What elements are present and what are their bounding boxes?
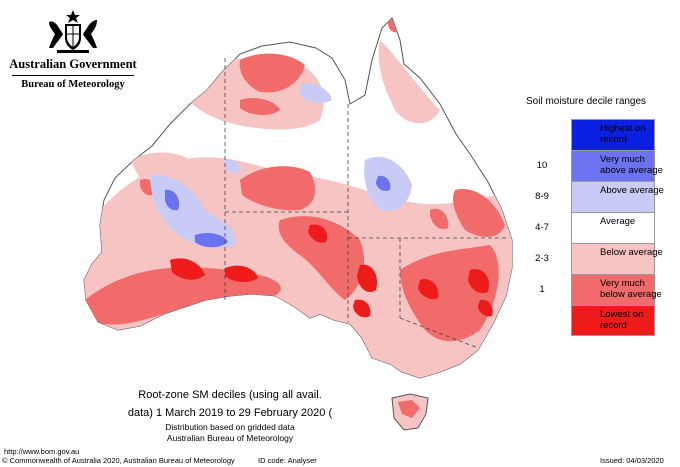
legend-swatch [571,119,655,150]
legend-swatch [571,243,655,274]
legend-range: 10 [536,160,548,171]
legend-swatch [571,212,655,243]
copyright-text: © Commonwealth of Australia 2020, Austra… [2,456,235,465]
bom-url-link[interactable]: http://www.bom.gov.au [4,447,80,456]
coat-of-arms-icon [49,10,97,53]
bureau-title: Bureau of Meteorology [21,79,125,90]
legend-swatch [571,305,655,336]
legend-range: 1 [539,284,545,295]
legend-label: Above average [600,185,664,196]
legend-label: Very much above average [600,154,663,176]
caption-line-2: data) 1 March 2019 to 29 February 2020 ( [127,407,333,419]
legend-range: 2-3 [535,253,549,264]
government-logo: Australian Government Bureau of Meteorol… [8,8,138,98]
map-caption: Root-zone SM deciles (using all avail. d… [110,386,350,444]
caption-line-1: Root-zone SM deciles (using all avail. [138,389,322,401]
legend-row: 8-9 Above average [520,181,670,212]
legend-label: Very much below average [600,278,662,300]
legend-swatch [571,274,655,305]
legend-label: Lowest on record [600,309,644,331]
legend-row: Highest on record [520,119,670,150]
legend-label: Average [600,216,636,227]
legend-row: 4-7 Average [520,212,670,243]
legend-swatch [571,150,655,181]
legend-row: 1 Very much below average [520,274,670,305]
caption-line-4: Australian Bureau of Meteorology [166,433,294,443]
legend-title: Soil moisture decile ranges [526,96,647,107]
legend-label: Below average [600,247,663,258]
caption-line-3: Distribution based on gridded data [165,422,295,432]
legend-row: 10 Very much above average [520,150,670,181]
legend-label: Highest on record [600,123,646,145]
legend-range: 4-7 [535,222,549,233]
id-code-text: ID code: Analyser [258,456,317,465]
issued-date-text: Issued: 04/03/2020 [600,456,664,465]
legend-row: Lowest on record [520,305,670,336]
legend-row: 2-3 Below average [520,243,670,274]
legend-range: 8-9 [535,191,549,202]
legend: Soil moisture decile ranges Highest on r… [520,96,670,336]
legend-swatch [571,181,655,212]
government-title: Australian Government [9,57,137,71]
header-divider [12,75,134,76]
